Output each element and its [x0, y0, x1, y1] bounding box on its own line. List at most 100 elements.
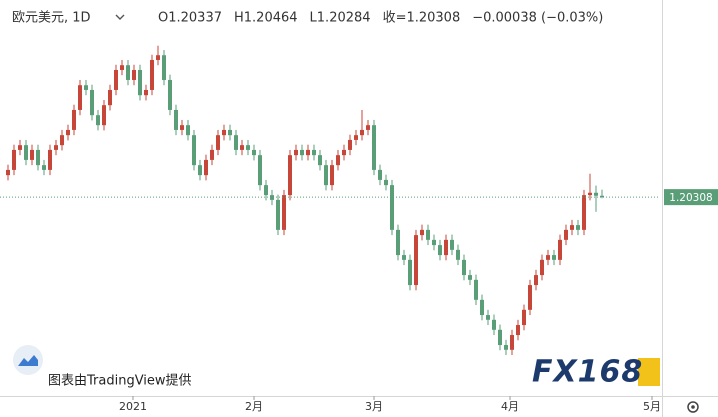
x-tick-label: 5月	[643, 400, 661, 413]
ohlc-value: −0.00038 (−0.03%)	[472, 11, 603, 26]
candle-body	[155, 55, 160, 60]
candle-body	[137, 69, 142, 96]
candle-body	[209, 149, 214, 160]
interval-chevron[interactable]	[115, 14, 125, 20]
candle-body	[593, 192, 598, 196]
candle-body	[569, 225, 574, 230]
candle-body	[485, 315, 490, 320]
candle-body	[377, 169, 382, 180]
candle-body	[371, 125, 376, 170]
candle-body	[257, 155, 262, 186]
candle-body	[5, 169, 10, 176]
candle-body	[23, 145, 28, 160]
candle-body	[77, 85, 82, 110]
tv-logo	[18, 355, 38, 366]
candle-body	[197, 165, 202, 176]
candle-body	[311, 149, 316, 156]
candle-body	[191, 135, 196, 166]
candle-body	[491, 319, 496, 330]
candle-body	[281, 195, 286, 230]
candle-body	[119, 65, 124, 70]
plot-area	[0, 45, 660, 356]
candle-body	[425, 229, 430, 240]
gear[interactable]	[687, 401, 699, 413]
candle-body	[587, 192, 592, 196]
candle-body	[89, 89, 94, 116]
candle-body	[383, 179, 388, 186]
candle-body	[527, 285, 532, 310]
candle-body	[347, 139, 352, 150]
last-price-label: 1.20308	[669, 192, 712, 204]
settings-icon[interactable]	[687, 401, 699, 413]
candle-body	[533, 275, 538, 286]
candle-body	[317, 155, 322, 166]
candle-body	[443, 239, 448, 256]
candle-body	[47, 149, 52, 170]
candle-body	[263, 185, 268, 196]
candle-body	[473, 279, 478, 300]
candle-body	[431, 239, 436, 246]
candle-body	[407, 259, 412, 286]
last-price-box	[664, 189, 718, 206]
candle-body	[599, 195, 604, 198]
candle-body	[71, 109, 76, 130]
candle-body	[125, 65, 130, 80]
symbol[interactable]: 欧元美元, 1D	[12, 11, 91, 26]
candle-body	[293, 149, 298, 156]
candle-body	[503, 345, 508, 350]
candle-body	[413, 235, 418, 286]
candle-body	[479, 299, 484, 316]
candle-body	[233, 135, 238, 150]
candle-body	[341, 149, 346, 156]
candle-body	[563, 229, 568, 240]
candle-body	[227, 129, 232, 136]
candle-body	[275, 199, 280, 230]
ohlc-value: 收=1.20308	[383, 11, 461, 26]
candle-body	[305, 149, 310, 156]
candle-body	[113, 69, 118, 90]
candle-body	[239, 145, 244, 150]
candle-body	[245, 145, 250, 150]
candle-body	[149, 59, 154, 90]
gear-center[interactable]	[691, 405, 695, 409]
candle-body	[65, 129, 70, 136]
candle-body	[545, 255, 550, 260]
candle-body	[395, 229, 400, 256]
candle-body	[173, 109, 178, 130]
candle-body	[335, 155, 340, 166]
candle-body	[329, 165, 334, 186]
candle-body	[269, 195, 274, 200]
candle-body	[41, 165, 46, 170]
candle-body	[581, 195, 586, 230]
x-tick-label: 2月	[245, 400, 263, 413]
candle-body	[143, 89, 148, 96]
tv-logo-bg	[13, 345, 43, 375]
candle-body	[359, 129, 364, 136]
candle-body	[449, 239, 454, 250]
ohlc-header: O1.20337 H1.20464 L1.20284 收=1.20308 −0.0003…	[158, 11, 603, 26]
x-tick-label: 2021	[119, 400, 147, 413]
candle-body	[29, 149, 34, 160]
candle-body	[419, 229, 424, 236]
candle-body	[131, 69, 136, 80]
candle-body	[161, 55, 166, 80]
candle-body	[299, 149, 304, 156]
candle-body	[575, 225, 580, 230]
x-tick-label: 4月	[501, 400, 519, 413]
candle-body	[179, 125, 184, 130]
candle-body	[455, 249, 460, 260]
candle-body	[551, 255, 556, 260]
candle-body	[353, 135, 358, 140]
candle-body	[323, 165, 328, 186]
attribution-text: 图表由TradingView提供	[48, 373, 192, 389]
candle-body	[557, 239, 562, 260]
candle-body	[497, 329, 502, 346]
candle-body	[521, 309, 526, 326]
candle-body	[515, 325, 520, 336]
candle-body	[221, 129, 226, 136]
candle-body	[389, 185, 394, 230]
logo-accent	[638, 358, 660, 386]
candle-body	[59, 135, 64, 146]
